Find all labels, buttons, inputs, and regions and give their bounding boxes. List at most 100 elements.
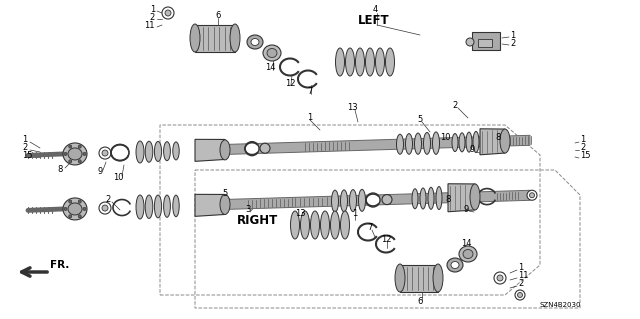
Ellipse shape [433, 264, 443, 292]
Text: 5: 5 [222, 189, 228, 198]
Text: 4: 4 [372, 5, 378, 14]
Ellipse shape [145, 195, 153, 219]
Text: 11: 11 [145, 20, 155, 29]
Ellipse shape [346, 48, 355, 76]
Text: 6: 6 [417, 298, 422, 307]
Circle shape [162, 7, 174, 19]
Ellipse shape [263, 45, 281, 61]
Text: 10: 10 [113, 174, 124, 182]
Text: 11: 11 [518, 271, 529, 280]
Circle shape [382, 195, 392, 204]
Ellipse shape [385, 48, 394, 76]
Ellipse shape [452, 134, 458, 152]
Ellipse shape [447, 258, 463, 272]
Text: 1: 1 [580, 136, 585, 145]
Text: 1: 1 [510, 31, 515, 40]
Circle shape [68, 215, 72, 218]
Circle shape [64, 152, 67, 155]
Circle shape [99, 147, 111, 159]
Text: 1: 1 [518, 263, 524, 272]
Ellipse shape [376, 48, 385, 76]
Ellipse shape [154, 195, 162, 218]
Circle shape [102, 205, 108, 211]
Ellipse shape [459, 246, 477, 262]
Ellipse shape [451, 262, 459, 269]
Circle shape [494, 272, 506, 284]
Polygon shape [480, 129, 505, 155]
Text: 9: 9 [97, 167, 102, 176]
Text: 8: 8 [495, 133, 500, 143]
Polygon shape [400, 265, 438, 292]
Ellipse shape [335, 48, 344, 76]
Circle shape [497, 275, 503, 281]
Ellipse shape [395, 264, 405, 292]
Circle shape [64, 207, 67, 211]
Ellipse shape [321, 211, 330, 239]
Circle shape [529, 193, 534, 198]
Ellipse shape [420, 188, 426, 209]
Ellipse shape [68, 148, 82, 160]
Circle shape [99, 202, 111, 214]
Ellipse shape [466, 132, 472, 152]
Text: 9: 9 [463, 204, 468, 213]
Text: 14: 14 [265, 63, 275, 72]
Circle shape [515, 290, 525, 300]
Ellipse shape [63, 198, 87, 220]
Text: 2: 2 [518, 279, 524, 288]
Circle shape [165, 10, 171, 16]
Ellipse shape [358, 189, 365, 211]
Ellipse shape [340, 211, 349, 239]
Ellipse shape [251, 39, 259, 46]
Text: 2: 2 [510, 39, 515, 48]
Circle shape [78, 200, 81, 203]
Ellipse shape [406, 134, 413, 154]
Ellipse shape [164, 142, 170, 161]
Circle shape [245, 142, 259, 156]
Ellipse shape [473, 131, 479, 152]
Text: 1: 1 [307, 114, 312, 122]
Text: 9: 9 [469, 145, 475, 154]
Ellipse shape [63, 143, 87, 165]
Text: 8: 8 [58, 166, 63, 174]
Circle shape [102, 150, 108, 156]
Text: 13: 13 [294, 210, 305, 219]
Text: 15: 15 [22, 152, 33, 160]
Text: 7: 7 [367, 224, 372, 233]
Ellipse shape [301, 211, 310, 239]
Text: LEFT: LEFT [358, 13, 390, 26]
Text: 2: 2 [106, 196, 111, 204]
Ellipse shape [145, 141, 153, 162]
Circle shape [366, 193, 380, 207]
Text: 1: 1 [22, 136, 28, 145]
Ellipse shape [463, 249, 473, 258]
Ellipse shape [190, 24, 200, 52]
Ellipse shape [397, 134, 403, 154]
Ellipse shape [310, 211, 319, 239]
Ellipse shape [332, 190, 339, 212]
Text: 15: 15 [580, 152, 591, 160]
Circle shape [68, 145, 72, 148]
Ellipse shape [136, 195, 144, 219]
Text: SZN4B2030: SZN4B2030 [540, 302, 582, 308]
Circle shape [83, 207, 86, 211]
Ellipse shape [291, 211, 300, 239]
Ellipse shape [173, 142, 179, 160]
Polygon shape [195, 25, 235, 52]
Ellipse shape [424, 132, 431, 154]
Circle shape [466, 38, 474, 46]
Ellipse shape [436, 187, 442, 210]
Polygon shape [195, 139, 225, 161]
Ellipse shape [349, 189, 356, 211]
Polygon shape [205, 135, 530, 155]
Polygon shape [472, 32, 500, 50]
Circle shape [527, 190, 537, 200]
Text: 6: 6 [215, 11, 221, 19]
Ellipse shape [164, 195, 170, 217]
Ellipse shape [173, 195, 179, 217]
Circle shape [83, 152, 86, 155]
Text: 3: 3 [245, 205, 251, 214]
Text: 14: 14 [461, 240, 471, 249]
Ellipse shape [68, 203, 82, 215]
Text: 13: 13 [347, 103, 357, 113]
Ellipse shape [355, 48, 365, 76]
